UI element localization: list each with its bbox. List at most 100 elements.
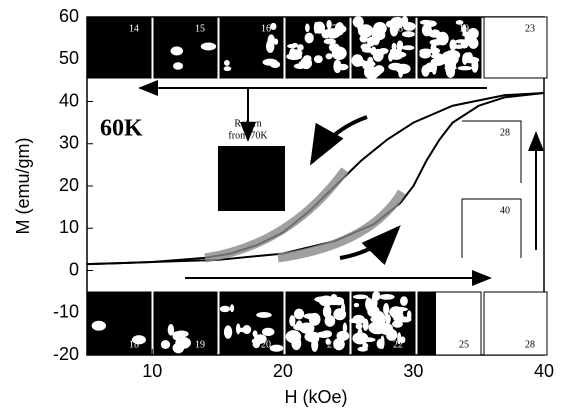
domain [251, 338, 258, 344]
domain [287, 44, 297, 49]
domain [462, 53, 468, 65]
y-tick-label: 20 [59, 175, 79, 195]
domain [468, 37, 479, 49]
domain [336, 330, 350, 341]
domain [333, 59, 342, 74]
domain [326, 19, 332, 29]
domain [353, 302, 360, 308]
domain [398, 316, 412, 323]
domain [326, 27, 332, 38]
inset-image [483, 291, 548, 356]
domain [352, 294, 369, 300]
line-series [86, 92, 545, 266]
y-axis-label: M (emu/gm) [13, 137, 33, 234]
frame-label: 14 [129, 23, 139, 34]
y-tick-label: 10 [59, 217, 79, 237]
domain [325, 338, 331, 345]
domain [461, 24, 467, 35]
domain [449, 39, 457, 51]
domain [342, 322, 348, 334]
frame [461, 198, 522, 258]
domain [361, 47, 377, 53]
domain [91, 320, 107, 331]
y-tick-label: -20 [53, 344, 79, 364]
frame-label: 25 [459, 339, 469, 350]
frame-label: 18 [393, 23, 403, 34]
frame [462, 120, 522, 183]
domain [359, 34, 368, 43]
domain [167, 324, 175, 336]
plot-area: 10 20 30 40 -20 -10 0 10 20 30 40 50 60 [53, 6, 554, 381]
domain [444, 65, 457, 71]
domain [397, 332, 402, 345]
domain [385, 328, 398, 341]
domain [223, 66, 232, 72]
domain [229, 304, 235, 313]
temperature-label: 60K [100, 116, 143, 142]
domain [386, 20, 395, 28]
domain [293, 63, 307, 69]
domain [352, 314, 365, 325]
domain [289, 315, 296, 327]
frame-label: 15 [195, 23, 205, 34]
domain [308, 312, 321, 326]
frame-label: 40 [500, 205, 510, 216]
domain [328, 43, 340, 52]
domain [380, 335, 385, 350]
domain [455, 20, 464, 25]
domain [430, 42, 437, 55]
inset-image [483, 16, 548, 79]
domain [357, 25, 362, 31]
domain [337, 63, 349, 71]
highlight-band [277, 189, 406, 263]
highlight-band [204, 167, 349, 263]
domain [333, 308, 347, 321]
domain [269, 344, 284, 352]
domain [379, 293, 395, 300]
frame-label: 16 [261, 23, 271, 34]
domain [304, 32, 314, 44]
domain [370, 51, 386, 56]
domain [313, 21, 326, 34]
domain [421, 23, 432, 37]
domain [338, 25, 347, 33]
domain [357, 327, 363, 342]
domain [297, 44, 304, 51]
domain [333, 337, 345, 351]
domain [263, 328, 269, 334]
domain [402, 21, 416, 31]
note: from 70K [228, 130, 268, 141]
domain [467, 28, 479, 40]
domain [436, 31, 449, 46]
domain [389, 306, 404, 318]
domain [460, 42, 469, 49]
domain [402, 45, 415, 51]
domain [352, 19, 364, 25]
domain [383, 303, 390, 316]
domain [366, 36, 375, 47]
domain [174, 330, 189, 338]
domain [160, 340, 171, 349]
domain [223, 325, 233, 339]
domain [357, 346, 368, 352]
domain [323, 38, 336, 45]
frame-label: 28 [500, 127, 510, 138]
domain [293, 308, 305, 320]
domain [367, 305, 380, 318]
y-tick-label: 30 [59, 133, 79, 153]
inset-image [87, 16, 152, 79]
domain [430, 53, 444, 60]
y-tick-label: 0 [69, 259, 79, 279]
frame-label: 20 [261, 339, 271, 350]
domain [325, 53, 333, 60]
domain [333, 297, 345, 306]
domain [252, 330, 258, 338]
inset-image [219, 291, 284, 356]
arrow [339, 225, 401, 266]
domain [304, 324, 310, 330]
domain [286, 53, 303, 61]
frame-label: 19 [195, 339, 205, 350]
domain [311, 338, 319, 352]
domain [362, 337, 376, 343]
